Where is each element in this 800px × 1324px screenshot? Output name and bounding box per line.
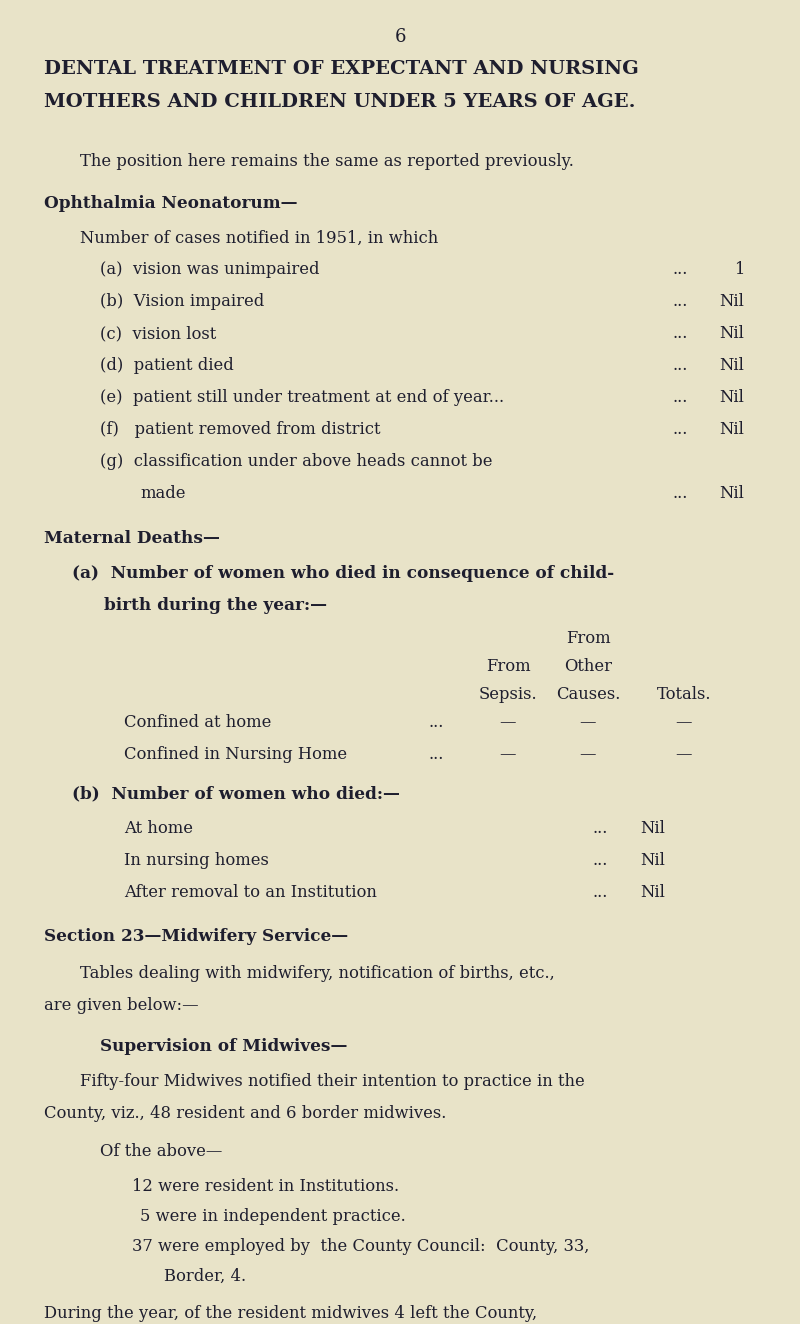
- Text: made: made: [140, 485, 186, 502]
- Text: Ophthalmia Neonatorum—: Ophthalmia Neonatorum—: [44, 195, 298, 212]
- Text: (a)  Number of women who died in consequence of child-: (a) Number of women who died in conseque…: [72, 565, 614, 583]
- Text: 6: 6: [394, 28, 406, 46]
- Text: are given below:—: are given below:—: [44, 997, 198, 1014]
- Text: Maternal Deaths—: Maternal Deaths—: [44, 530, 220, 547]
- Text: 5 were in independent practice.: 5 were in independent practice.: [140, 1207, 406, 1225]
- Text: From: From: [486, 658, 530, 675]
- Text: —: —: [500, 745, 516, 763]
- Text: ...: ...: [672, 389, 687, 406]
- Text: (b)  Vision impaired: (b) Vision impaired: [100, 293, 264, 310]
- Text: MOTHERS AND CHILDREN UNDER 5 YEARS OF AGE.: MOTHERS AND CHILDREN UNDER 5 YEARS OF AG…: [44, 93, 635, 111]
- Text: Nil: Nil: [719, 357, 744, 373]
- Text: At home: At home: [124, 820, 193, 837]
- Text: From: From: [566, 630, 610, 647]
- Text: Nil: Nil: [719, 389, 744, 406]
- Text: Causes.: Causes.: [556, 686, 620, 703]
- Text: ...: ...: [672, 357, 687, 373]
- Text: ...: ...: [592, 884, 607, 902]
- Text: ...: ...: [592, 853, 607, 869]
- Text: (b)  Number of women who died:—: (b) Number of women who died:—: [72, 785, 400, 802]
- Text: (f)   patient removed from district: (f) patient removed from district: [100, 421, 381, 438]
- Text: (g)  classification under above heads cannot be: (g) classification under above heads can…: [100, 453, 493, 470]
- Text: ...: ...: [428, 745, 443, 763]
- Text: Nil: Nil: [719, 324, 744, 342]
- Text: Nil: Nil: [640, 820, 665, 837]
- Text: In nursing homes: In nursing homes: [124, 853, 269, 869]
- Text: Supervision of Midwives—: Supervision of Midwives—: [100, 1038, 347, 1055]
- Text: —: —: [580, 714, 596, 731]
- Text: Nil: Nil: [719, 485, 744, 502]
- Text: ...: ...: [672, 421, 687, 438]
- Text: (e)  patient still under treatment at end of year...: (e) patient still under treatment at end…: [100, 389, 504, 406]
- Text: Tables dealing with midwifery, notification of births, etc.,: Tables dealing with midwifery, notificat…: [80, 965, 554, 982]
- Text: (c)  vision lost: (c) vision lost: [100, 324, 216, 342]
- Text: —: —: [676, 714, 692, 731]
- Text: DENTAL TREATMENT OF EXPECTANT AND NURSING: DENTAL TREATMENT OF EXPECTANT AND NURSIN…: [44, 60, 638, 78]
- Text: The position here remains the same as reported previously.: The position here remains the same as re…: [80, 154, 574, 169]
- Text: 37 were employed by  the County Council:  County, 33,: 37 were employed by the County Council: …: [132, 1238, 590, 1255]
- Text: Totals.: Totals.: [657, 686, 711, 703]
- Text: 1: 1: [734, 261, 744, 278]
- Text: 12 were resident in Institutions.: 12 were resident in Institutions.: [132, 1178, 399, 1196]
- Text: Nil: Nil: [719, 293, 744, 310]
- Text: Nil: Nil: [640, 853, 665, 869]
- Text: Sepsis.: Sepsis.: [478, 686, 538, 703]
- Text: Border, 4.: Border, 4.: [164, 1268, 246, 1286]
- Text: ...: ...: [592, 820, 607, 837]
- Text: Confined at home: Confined at home: [124, 714, 271, 731]
- Text: Section 23—Midwifery Service—: Section 23—Midwifery Service—: [44, 928, 348, 945]
- Text: Fifty-four Midwives notified their intention to practice in the: Fifty-four Midwives notified their inten…: [80, 1072, 585, 1090]
- Text: Other: Other: [564, 658, 612, 675]
- Text: ...: ...: [672, 293, 687, 310]
- Text: Confined in Nursing Home: Confined in Nursing Home: [124, 745, 347, 763]
- Text: After removal to an Institution: After removal to an Institution: [124, 884, 377, 902]
- Text: ...: ...: [428, 714, 443, 731]
- Text: (a)  vision was unimpaired: (a) vision was unimpaired: [100, 261, 319, 278]
- Text: Of the above—: Of the above—: [100, 1143, 222, 1160]
- Text: County, viz., 48 resident and 6 border midwives.: County, viz., 48 resident and 6 border m…: [44, 1106, 446, 1121]
- Text: ...: ...: [672, 261, 687, 278]
- Text: —: —: [676, 745, 692, 763]
- Text: —: —: [580, 745, 596, 763]
- Text: ...: ...: [672, 485, 687, 502]
- Text: Nil: Nil: [640, 884, 665, 902]
- Text: Nil: Nil: [719, 421, 744, 438]
- Text: ...: ...: [672, 324, 687, 342]
- Text: Number of cases notified in 1951, in which: Number of cases notified in 1951, in whi…: [80, 230, 438, 248]
- Text: (d)  patient died: (d) patient died: [100, 357, 234, 373]
- Text: birth during the year:—: birth during the year:—: [104, 597, 327, 614]
- Text: During the year, of the resident midwives 4 left the County,: During the year, of the resident midwive…: [44, 1305, 537, 1321]
- Text: —: —: [500, 714, 516, 731]
